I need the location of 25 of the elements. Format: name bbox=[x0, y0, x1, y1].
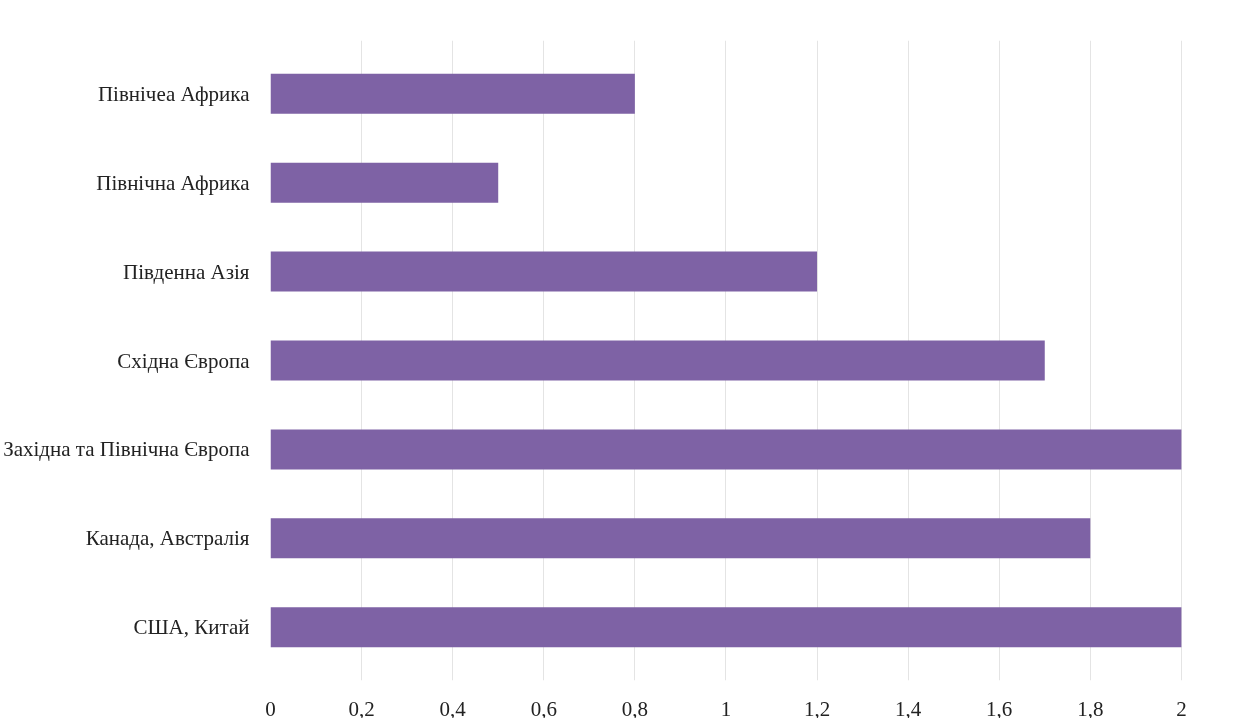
bar bbox=[270, 162, 499, 203]
y-tick-label: Східна Європа bbox=[117, 348, 251, 373]
x-tick-label: 0,4 bbox=[439, 696, 467, 721]
bar bbox=[270, 429, 1182, 470]
x-tick-label: 2 bbox=[1176, 696, 1187, 721]
x-tick-label: 0,6 bbox=[530, 696, 557, 721]
y-tick-label: Північна Африка bbox=[96, 170, 251, 195]
x-tick-label: 0,8 bbox=[621, 696, 648, 721]
bar bbox=[270, 73, 635, 114]
y-tick-label: Західна та Північна Європа bbox=[3, 437, 251, 462]
x-tick-label: 0,2 bbox=[348, 696, 375, 721]
x-tick-label: 0 bbox=[265, 696, 276, 721]
x-tick-label: 1,6 bbox=[986, 696, 1013, 721]
y-tick-label: Канада, Австралія bbox=[85, 526, 250, 551]
x-tick-label: 1,2 bbox=[803, 696, 831, 721]
bar bbox=[270, 340, 1045, 381]
bar bbox=[270, 607, 1182, 648]
x-tick-label: 1,8 bbox=[1077, 696, 1104, 721]
bar bbox=[270, 251, 818, 292]
x-tick-label: 1,4 bbox=[895, 696, 922, 721]
y-tick-label: Північеа Африка bbox=[97, 81, 251, 106]
bar bbox=[270, 518, 1091, 559]
y-tick-label: Південна Азія bbox=[123, 259, 250, 284]
y-tick-label: США, Китай bbox=[133, 615, 250, 640]
x-tick-label: 1 bbox=[720, 696, 732, 721]
